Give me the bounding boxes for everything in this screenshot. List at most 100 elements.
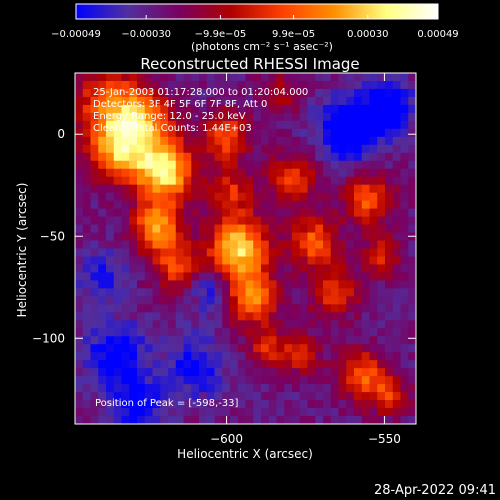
heatmap-cell <box>183 208 192 218</box>
heatmap-cell <box>400 288 409 297</box>
heatmap-cell <box>113 104 123 114</box>
heatmap-cell <box>245 176 254 186</box>
heatmap-cell <box>385 248 394 258</box>
heatmap-cell <box>191 416 200 424</box>
heatmap-cell <box>199 392 208 401</box>
heatmap-cell <box>346 320 355 329</box>
heatmap-cell <box>261 73 270 82</box>
heatmap-cell <box>237 392 247 401</box>
heatmap-cell <box>214 416 223 424</box>
heatmap-cell <box>253 392 262 401</box>
heatmap-cell <box>183 80 192 90</box>
heatmap-cell <box>338 120 347 130</box>
heatmap-cell <box>199 344 208 353</box>
heatmap-cell <box>276 152 285 162</box>
heatmap-cell <box>168 368 177 377</box>
heatmap-cell <box>323 104 332 114</box>
heatmap-cell <box>98 224 107 234</box>
heatmap-cell <box>307 104 316 114</box>
heatmap-cell <box>199 232 208 242</box>
heatmap-cell <box>292 272 301 282</box>
heatmap-cell <box>191 272 200 282</box>
heatmap-cell <box>268 112 278 122</box>
heatmap-cell <box>121 144 130 154</box>
heatmap-cell <box>245 168 254 178</box>
heatmap-cell <box>315 352 324 361</box>
heatmap-cell <box>253 360 262 369</box>
heatmap-cell <box>121 368 130 377</box>
annotation-detectors: Detectors: 3F 4F 5F 6F 7F 8F, Att 0 <box>93 99 267 110</box>
heatmap-cell <box>253 176 262 186</box>
heatmap-cell <box>354 192 363 202</box>
heatmap-cell <box>191 128 200 138</box>
heatmap-cell <box>245 80 254 90</box>
heatmap-cell <box>82 192 92 202</box>
heatmap-cell <box>392 336 402 345</box>
heatmap-cell <box>385 256 394 266</box>
heatmap-cell <box>369 376 378 385</box>
heatmap-cell <box>307 304 316 313</box>
heatmap-cell <box>276 264 285 274</box>
heatmap-cell <box>276 352 285 361</box>
heatmap-cell <box>330 296 340 305</box>
heatmap-cell <box>261 376 270 385</box>
heatmap-cell <box>253 248 262 258</box>
heatmap-cell <box>121 192 130 202</box>
heatmap-cell <box>75 272 84 282</box>
heatmap-cell <box>113 304 123 313</box>
heatmap-cell <box>408 80 416 90</box>
heatmap-cell <box>222 88 231 98</box>
heatmap-cell <box>330 368 340 377</box>
heatmap-cell <box>90 168 99 178</box>
heatmap-cell <box>222 288 231 297</box>
heatmap-cell <box>307 336 316 345</box>
heatmap-cell <box>222 240 231 250</box>
heatmap-cell <box>245 232 254 242</box>
heatmap-cell <box>175 144 185 154</box>
heatmap-cell <box>222 280 231 289</box>
heatmap-cell <box>168 408 177 417</box>
heatmap-cell <box>330 272 340 282</box>
heatmap-cell <box>75 248 84 258</box>
heatmap-cell <box>75 408 84 417</box>
heatmap-cell <box>168 304 177 313</box>
heatmap-cell <box>253 272 262 282</box>
heatmap-cell <box>199 128 208 138</box>
heatmap-cell <box>75 232 84 242</box>
heatmap-cell <box>245 344 254 353</box>
heatmap-cell <box>98 256 107 266</box>
heatmap-cell <box>191 312 200 321</box>
heatmap-cell <box>323 168 332 178</box>
heatmap-cell <box>214 128 223 138</box>
heatmap-cell <box>144 208 154 218</box>
heatmap-cell <box>338 168 347 178</box>
heatmap-cell <box>137 176 146 186</box>
heatmap-cell <box>160 344 169 353</box>
heatmap-cell <box>144 296 154 305</box>
heatmap-cell <box>206 176 216 186</box>
heatmap-cell <box>160 192 169 202</box>
heatmap-cell <box>144 152 154 162</box>
heatmap-cell <box>90 232 99 242</box>
heatmap-cell <box>175 320 185 329</box>
heatmap-cell <box>152 96 161 106</box>
heatmap-cell <box>253 120 262 130</box>
heatmap-cell <box>152 384 161 393</box>
heatmap-cell <box>106 152 115 162</box>
heatmap-cell <box>292 88 301 98</box>
heatmap-cell <box>191 160 200 170</box>
heatmap-cell <box>408 168 416 178</box>
heatmap-cell <box>152 128 161 138</box>
heatmap-cell <box>307 272 316 282</box>
heatmap-cell <box>168 328 177 337</box>
heatmap-cell <box>408 408 416 417</box>
heatmap-cell <box>199 224 208 234</box>
heatmap-cell <box>338 232 347 242</box>
heatmap-cell <box>330 400 340 409</box>
heatmap-cell <box>199 136 208 146</box>
heatmap-cell <box>113 280 123 289</box>
heatmap-cell <box>98 408 107 417</box>
colorbar-tick-label: −0.00049 <box>51 29 101 40</box>
heatmap-cell <box>75 280 84 289</box>
heatmap-cell <box>253 200 262 210</box>
